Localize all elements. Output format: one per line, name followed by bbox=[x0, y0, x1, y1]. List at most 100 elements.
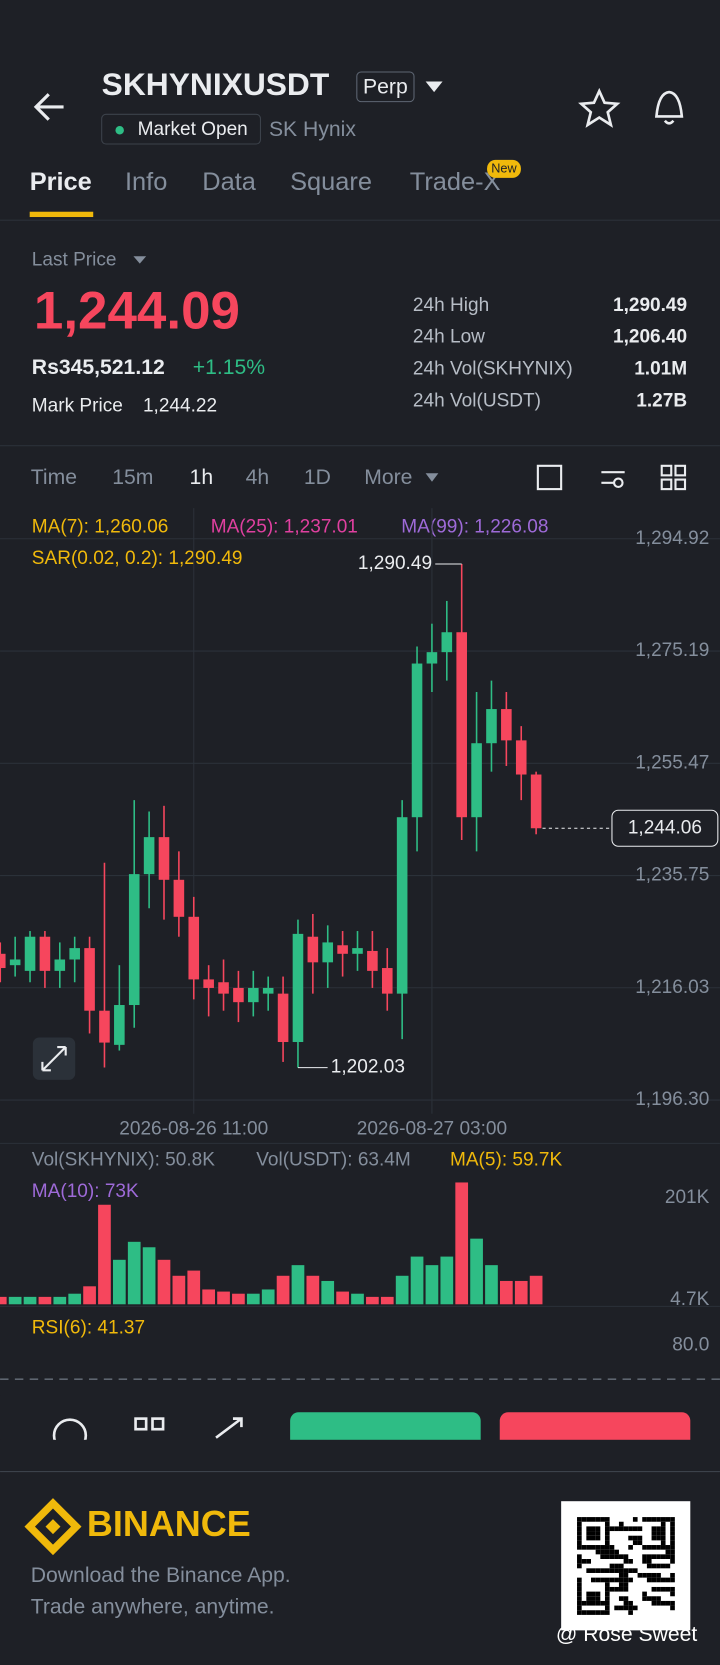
volume-bar bbox=[127, 1241, 141, 1305]
candle-body bbox=[262, 987, 274, 994]
qr-cell bbox=[670, 1572, 675, 1578]
back-button[interactable] bbox=[33, 93, 64, 121]
vol-tick-label: 201K bbox=[665, 1187, 710, 1208]
watermark: @ Rose Sweet bbox=[556, 1623, 698, 1646]
tab[interactable]: Data bbox=[202, 168, 257, 196]
qr-cell bbox=[581, 1517, 587, 1522]
qr-cell bbox=[600, 1545, 605, 1550]
timeframe[interactable]: 15m bbox=[112, 466, 153, 489]
vol-legend: MA(5): 59.7K bbox=[450, 1149, 563, 1170]
qr-cell bbox=[651, 1600, 657, 1606]
tab[interactable]: Info bbox=[125, 168, 167, 196]
qr-cell bbox=[670, 1586, 675, 1592]
qr-cell bbox=[577, 1540, 582, 1546]
qr-cell bbox=[632, 1517, 638, 1522]
qr-cell bbox=[656, 1572, 661, 1578]
qr-cell bbox=[618, 1577, 624, 1583]
qr-cell bbox=[637, 1526, 643, 1532]
qr-cell bbox=[586, 1596, 592, 1601]
qr-cell bbox=[665, 1545, 671, 1550]
qr-cell bbox=[595, 1596, 601, 1601]
qr-cell bbox=[604, 1600, 610, 1606]
qr-cell bbox=[591, 1545, 596, 1550]
qr-cell bbox=[656, 1563, 661, 1569]
candle-body bbox=[9, 959, 21, 966]
volume-bar bbox=[112, 1259, 126, 1305]
stat-label: 24h Vol(USDT) bbox=[413, 390, 541, 411]
contract: Perp bbox=[363, 75, 408, 98]
qr-cell bbox=[646, 1517, 652, 1522]
last-price: 1,244.09 bbox=[34, 281, 240, 340]
qr-cell bbox=[609, 1545, 615, 1550]
qr-cell bbox=[646, 1572, 652, 1578]
qr-cell bbox=[670, 1559, 675, 1564]
candle-body bbox=[352, 948, 363, 954]
qr-cell bbox=[651, 1563, 657, 1569]
qr-cell bbox=[637, 1572, 643, 1578]
caret bbox=[133, 256, 147, 264]
qr-cell bbox=[670, 1549, 675, 1555]
qr-cell bbox=[586, 1517, 592, 1522]
qr-cell bbox=[651, 1526, 657, 1532]
timeframe[interactable]: 1D bbox=[304, 466, 331, 489]
chart-tools[interactable] bbox=[536, 464, 687, 491]
qr-cell bbox=[623, 1586, 629, 1592]
qr-cell bbox=[646, 1545, 652, 1550]
volume-bar bbox=[336, 1291, 349, 1305]
qr-cell bbox=[656, 1554, 661, 1560]
change: +1.15% bbox=[193, 356, 266, 379]
rsi-tick-label: 80.0 bbox=[672, 1334, 709, 1355]
timeframe[interactable]: 1h bbox=[190, 466, 214, 489]
qr-cell bbox=[581, 1559, 587, 1564]
qr-cell bbox=[651, 1572, 657, 1578]
candle-body bbox=[530, 774, 542, 829]
qr-cell bbox=[646, 1577, 652, 1583]
qr-cell bbox=[651, 1596, 657, 1601]
volume-bar bbox=[380, 1296, 394, 1305]
qr-cell bbox=[577, 1517, 582, 1522]
x-tick-label: 2026-08-27 03:00 bbox=[357, 1119, 507, 1140]
favorite[interactable] bbox=[578, 87, 621, 128]
high-label: 1,290.49 bbox=[358, 553, 432, 574]
vol-legend: MA(10): 73K bbox=[32, 1181, 139, 1202]
qr-cell bbox=[618, 1572, 624, 1578]
tab[interactable]: Price bbox=[30, 168, 92, 196]
logo-core bbox=[45, 1519, 61, 1535]
qr-cell bbox=[595, 1577, 601, 1583]
qr-cell bbox=[660, 1540, 666, 1546]
alert[interactable] bbox=[654, 90, 684, 125]
timeframe[interactable]: 4h bbox=[246, 466, 270, 489]
qr-cell bbox=[614, 1577, 619, 1583]
qr-cell bbox=[623, 1559, 629, 1564]
volume-bar bbox=[440, 1256, 454, 1305]
qr-cell bbox=[632, 1605, 638, 1611]
qr-cell bbox=[604, 1586, 610, 1592]
candle-body bbox=[322, 942, 334, 963]
qr-cell bbox=[591, 1610, 596, 1615]
new-badge bbox=[487, 159, 521, 178]
candle-body bbox=[233, 987, 244, 1003]
volume-bar bbox=[470, 1238, 483, 1305]
qr-cell bbox=[628, 1605, 633, 1611]
qr-cell bbox=[614, 1563, 619, 1569]
qr-cell bbox=[604, 1582, 610, 1587]
volume-bar bbox=[276, 1275, 290, 1305]
qr-cell bbox=[614, 1549, 619, 1555]
tab[interactable]: Square bbox=[290, 168, 372, 196]
timeframe[interactable]: More bbox=[364, 466, 412, 489]
volume-bar bbox=[514, 1280, 528, 1305]
qr-cell bbox=[618, 1554, 624, 1560]
dropdown[interactable] bbox=[425, 81, 443, 93]
qr-cell bbox=[591, 1591, 596, 1597]
volume-bar bbox=[246, 1293, 260, 1305]
volume-bar bbox=[485, 1265, 498, 1305]
qr-cell bbox=[586, 1535, 592, 1541]
candle-body bbox=[292, 933, 304, 1043]
volume-bar bbox=[23, 1296, 37, 1305]
qr-cell bbox=[604, 1610, 610, 1615]
candle-body bbox=[143, 837, 155, 875]
tab[interactable]: Trade-X bbox=[410, 168, 501, 196]
volume-bar bbox=[142, 1247, 156, 1305]
volume-bar bbox=[321, 1280, 335, 1305]
timeframe[interactable]: Time bbox=[31, 466, 77, 489]
